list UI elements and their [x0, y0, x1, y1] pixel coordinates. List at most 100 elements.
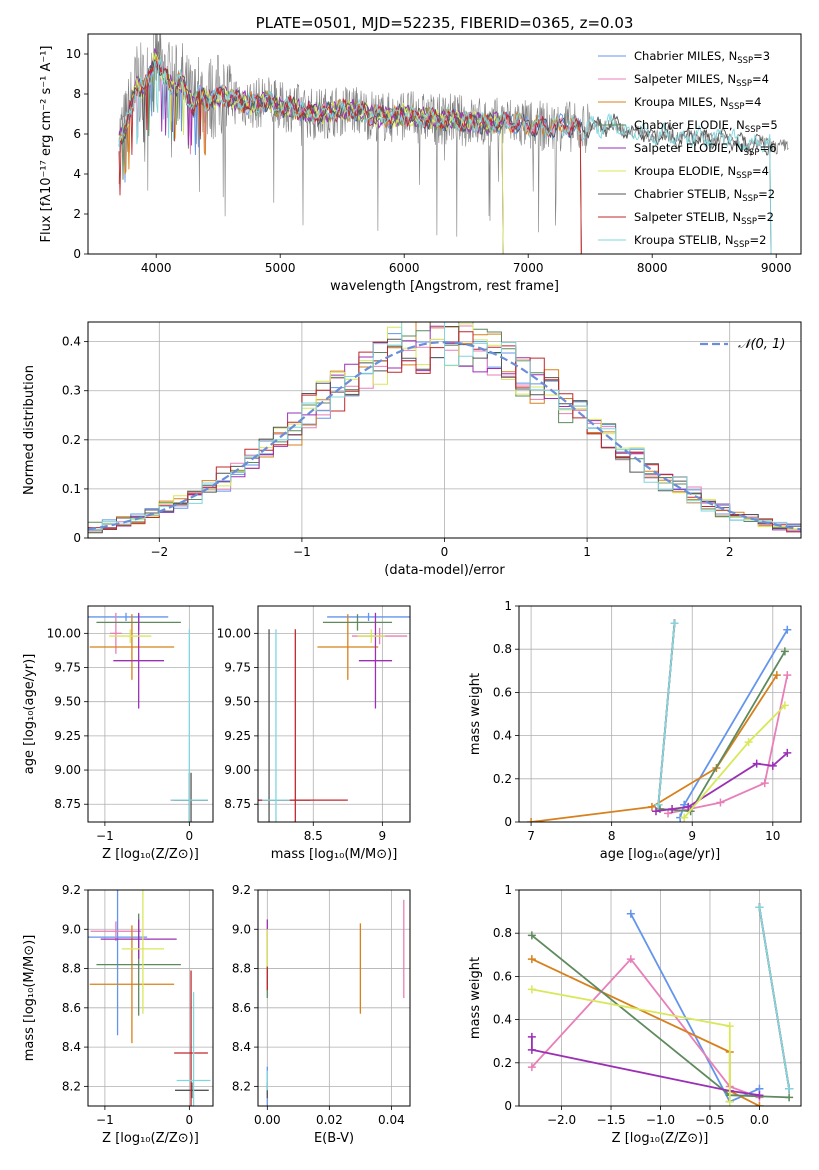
weight-marker [527, 1063, 536, 1072]
weight-marker [527, 1045, 536, 1054]
x-tick-label: 1 [583, 545, 591, 559]
weight-marker [752, 759, 761, 768]
axes-mass-weight-vs-Z: −2.0 −1.5 −1.0 −0.5 0.0 0 0.2 0.4 0.6 0.8 1 Z [log₁… [468, 883, 801, 1146]
y-axis-label: Normed distribution [22, 365, 37, 495]
y-tick-label: 9.50 [54, 695, 81, 709]
legend-entry: Salpeter ELODIE, NSSP=6 [634, 141, 777, 158]
y-tick-label: 9.00 [224, 763, 251, 777]
model-line [118, 59, 772, 254]
x-tick-label: 8.5 [304, 829, 323, 843]
weight-marker [725, 1022, 734, 1031]
weight-line [531, 1036, 760, 1097]
x-tick-label: 7000 [513, 261, 544, 275]
x-tick-label: 0.04 [378, 1113, 405, 1127]
y-tick-label: 9.0 [232, 922, 251, 936]
x-axis-label: mass [log₁₀(M/M⊙)] [271, 847, 398, 862]
weight-marker [760, 779, 769, 788]
axes-spectrum: 4000 5000 6000 7000 8000 9000 0 2 4 6 8 10 wavelengt… [39, 46, 791, 295]
weight-marker [716, 798, 725, 807]
x-tick-label: 5000 [265, 261, 296, 275]
x-tick-label: −2.0 [547, 1113, 576, 1127]
line-plot-area [527, 903, 794, 1106]
x-tick-label: −1.0 [646, 1113, 675, 1127]
y-tick-label: 0.4 [62, 335, 81, 349]
frame-age-vs-mass [257, 605, 411, 823]
legend-entry: Chabrier ELODIE, NSSP=5 [634, 118, 778, 135]
x-axis-label: Z [log₁₀(Z/Z⊙)] [612, 1131, 709, 1146]
normal-reference-line [88, 341, 801, 531]
x-tick-label: −0.5 [695, 1113, 724, 1127]
y-tick-label: 9.50 [224, 695, 251, 709]
y-tick-label: 10.00 [47, 626, 81, 640]
weight-marker [780, 647, 789, 656]
weight-marker [725, 1097, 734, 1106]
y-tick-label: 0.8 [493, 926, 512, 940]
y-tick-label: 1 [504, 599, 512, 613]
x-tick-label: 9 [688, 829, 696, 843]
y-tick-label: 4 [73, 167, 81, 181]
y-tick-label: 10 [66, 47, 81, 61]
legend-entry: Salpeter MILES, NSSP=4 [634, 72, 769, 89]
y-tick-label: 0 [73, 247, 81, 261]
x-tick-label: 0.0 [750, 1113, 769, 1127]
weight-marker [527, 931, 536, 940]
axes-mass-weight-vs-age: 7 8 9 10 0 0.2 0.4 0.6 0.8 1 age [log₁₀(age/yr)] ma… [468, 599, 801, 862]
y-tick-label: 9.25 [54, 729, 81, 743]
weight-marker [684, 802, 693, 811]
y-tick-label: 0.4 [493, 1013, 512, 1027]
y-tick-label: 0 [73, 531, 81, 545]
legend-spectrum: Chabrier MILES, NSSP=3 Salpeter MILES, NS… [598, 49, 778, 250]
y-tick-label: 10.00 [217, 626, 251, 640]
y-tick-label: 0.4 [493, 729, 512, 743]
weight-marker [527, 955, 536, 964]
y-tick-label: 8.2 [62, 1079, 81, 1093]
weight-marker [527, 1032, 536, 1041]
y-tick-label: 8.75 [54, 797, 81, 811]
model-line [118, 60, 582, 254]
y-tick-label: 8.8 [232, 962, 251, 976]
x-tick-label: 9 [379, 829, 387, 843]
x-tick-label: 9000 [761, 261, 792, 275]
y-tick-label: 0.2 [493, 1056, 512, 1070]
weight-line [531, 958, 760, 1106]
histogram-plot-area [88, 322, 801, 536]
weight-marker [527, 985, 536, 994]
frame-spectrum [87, 33, 802, 255]
y-tick-label: 9.2 [62, 883, 81, 897]
weight-marker [651, 807, 660, 816]
weight-line [657, 623, 676, 805]
weight-marker [668, 805, 677, 814]
y-tick-label: 0.3 [62, 384, 81, 398]
frame-mass-vs-ebv [257, 889, 411, 1107]
frame-mass-vs-Z [87, 889, 214, 1107]
x-tick-label: 7 [527, 829, 535, 843]
y-tick-label: 9.25 [224, 729, 251, 743]
x-tick-label: 0 [186, 1113, 194, 1127]
y-tick-label: 8.8 [62, 962, 81, 976]
y-tick-label: 8.75 [224, 797, 251, 811]
x-axis-label: Z [log₁₀(Z/Z⊙)] [102, 847, 199, 862]
x-axis-label: wavelength [Angstrom, rest frame] [330, 279, 559, 294]
y-tick-label: 0 [504, 1099, 512, 1113]
frame-age-vs-Z [87, 605, 214, 823]
weight-marker [647, 802, 656, 811]
x-tick-label: 0.02 [316, 1113, 343, 1127]
y-tick-label: 8.2 [232, 1079, 251, 1093]
y-tick-label: 8.4 [62, 1040, 81, 1054]
weight-marker [780, 701, 789, 710]
weight-marker [783, 625, 792, 634]
weight-marker [744, 738, 753, 747]
weight-marker [785, 1093, 794, 1102]
y-tick-label: 9.00 [54, 763, 81, 777]
weight-marker [664, 809, 673, 818]
weight-marker [527, 818, 536, 822]
x-tick-label: 0 [441, 545, 449, 559]
x-axis-label: E(B-V) [314, 1131, 354, 1146]
legend-entry: Chabrier STELIB, NSSP=2 [634, 187, 775, 204]
errorbar-plot-area [88, 890, 211, 1106]
y-axis-label: age [log₁₀(age/yr)] [22, 654, 37, 775]
legend-entry: 𝒩(0, 1) [738, 337, 785, 352]
x-tick-label: −1.5 [596, 1113, 625, 1127]
x-tick-label: −1 [96, 1113, 114, 1127]
